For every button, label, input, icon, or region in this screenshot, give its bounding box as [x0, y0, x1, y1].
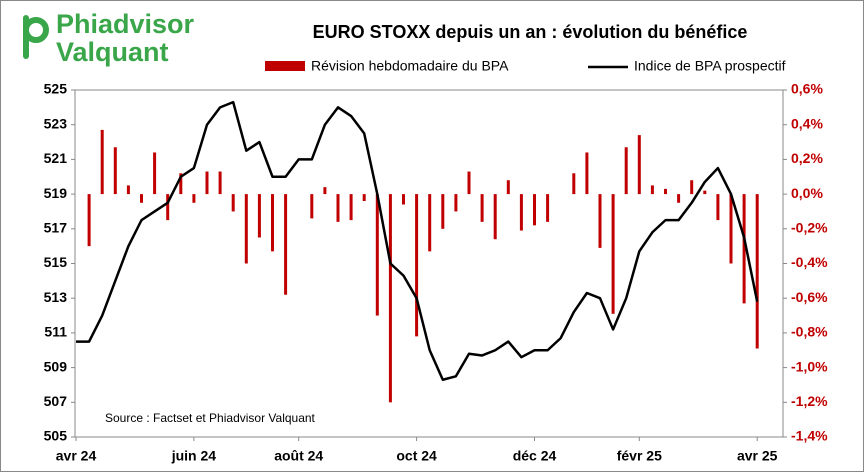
- legend-swatch: [265, 61, 305, 71]
- y-tick-label: 515: [44, 254, 68, 270]
- logo-text: Valquant: [56, 37, 169, 67]
- logo-text: Phiadvisor: [56, 9, 195, 39]
- bar: [140, 194, 143, 203]
- bar: [402, 194, 405, 205]
- bar: [480, 194, 484, 222]
- bar: [336, 194, 340, 222]
- bar: [257, 194, 261, 238]
- bar: [126, 185, 130, 195]
- bar: [441, 194, 445, 229]
- bar: [153, 152, 157, 195]
- y-tick-label: 505: [44, 428, 68, 444]
- bar: [716, 194, 720, 221]
- bar: [271, 194, 274, 252]
- y2-tick-label: 0,4%: [791, 115, 823, 131]
- bar: [87, 194, 91, 247]
- bar: [218, 171, 222, 195]
- bar: [598, 194, 602, 248]
- bar: [637, 135, 641, 195]
- bar: [677, 194, 681, 203]
- bar: [493, 194, 497, 240]
- y2-tick-label: -1,2%: [791, 393, 828, 409]
- y2-tick-label: -0,8%: [791, 324, 828, 340]
- bar: [166, 194, 170, 221]
- x-tick-label: avr 25: [737, 448, 778, 464]
- source-note: Source : Factset et Phiadvisor Valquant: [105, 411, 316, 425]
- bar: [375, 194, 379, 316]
- bar: [192, 194, 196, 203]
- y-tick-label: 513: [44, 289, 68, 305]
- y-tick-label: 521: [44, 150, 68, 166]
- bar: [349, 194, 353, 221]
- bar: [650, 185, 654, 195]
- bar: [113, 147, 117, 195]
- y2-tick-label: -1,4%: [791, 428, 828, 444]
- y-tick-label: 525: [44, 81, 68, 97]
- bar: [611, 194, 615, 314]
- bar: [428, 194, 432, 252]
- y2-tick-label: 0,6%: [791, 81, 823, 97]
- bar: [100, 129, 104, 195]
- legend-label: Révision hebdomadaire du BPA: [311, 58, 509, 74]
- bar: [703, 190, 707, 195]
- bar: [690, 180, 694, 195]
- y2-tick-label: 0,0%: [791, 185, 823, 201]
- chart-title: EURO STOXX depuis un an : évolution du b…: [313, 22, 748, 42]
- bar: [742, 194, 746, 304]
- bar: [506, 180, 510, 195]
- y-tick-label: 523: [44, 115, 68, 131]
- line: [76, 100, 759, 381]
- bar: [755, 194, 759, 349]
- bar: [244, 194, 248, 264]
- bar: [572, 173, 576, 195]
- y2-tick-label: -0,4%: [791, 254, 828, 270]
- bar: [519, 194, 523, 231]
- x-tick-label: déc 24: [513, 448, 557, 464]
- bar: [546, 194, 550, 222]
- bar: [323, 187, 327, 195]
- logo-icon: [23, 15, 49, 59]
- y2-tick-label: -0,2%: [791, 220, 828, 236]
- bar: [179, 173, 183, 195]
- bar: [388, 194, 392, 403]
- bar: [310, 194, 314, 219]
- x-tick-label: févr 25: [617, 448, 662, 464]
- bar: [231, 194, 235, 212]
- legend-label: Indice de BPA prospectif: [634, 58, 786, 74]
- y-tick-label: 519: [44, 185, 68, 201]
- y-tick-label: 509: [44, 358, 68, 374]
- y2-tick-label: -1,0%: [791, 358, 828, 374]
- bar: [205, 171, 209, 195]
- bar: [585, 152, 589, 195]
- bar: [624, 147, 628, 195]
- x-tick-label: juin 24: [171, 448, 217, 464]
- y2-tick-label: -0,6%: [791, 289, 828, 305]
- bar: [284, 194, 288, 295]
- x-tick-label: août 24: [274, 448, 323, 464]
- bar: [362, 194, 366, 202]
- bar: [415, 194, 419, 337]
- y-tick-label: 511: [44, 324, 67, 340]
- bar: [533, 194, 536, 226]
- x-tick-label: avr 24: [56, 448, 97, 464]
- y-tick-label: 507: [44, 393, 68, 409]
- bar: [454, 194, 458, 212]
- bar: [664, 188, 667, 195]
- y-tick-label: 517: [44, 220, 68, 236]
- x-tick-label: oct 24: [396, 448, 437, 464]
- bar: [729, 194, 733, 264]
- bar: [467, 171, 471, 195]
- y2-tick-label: 0,2%: [791, 150, 823, 166]
